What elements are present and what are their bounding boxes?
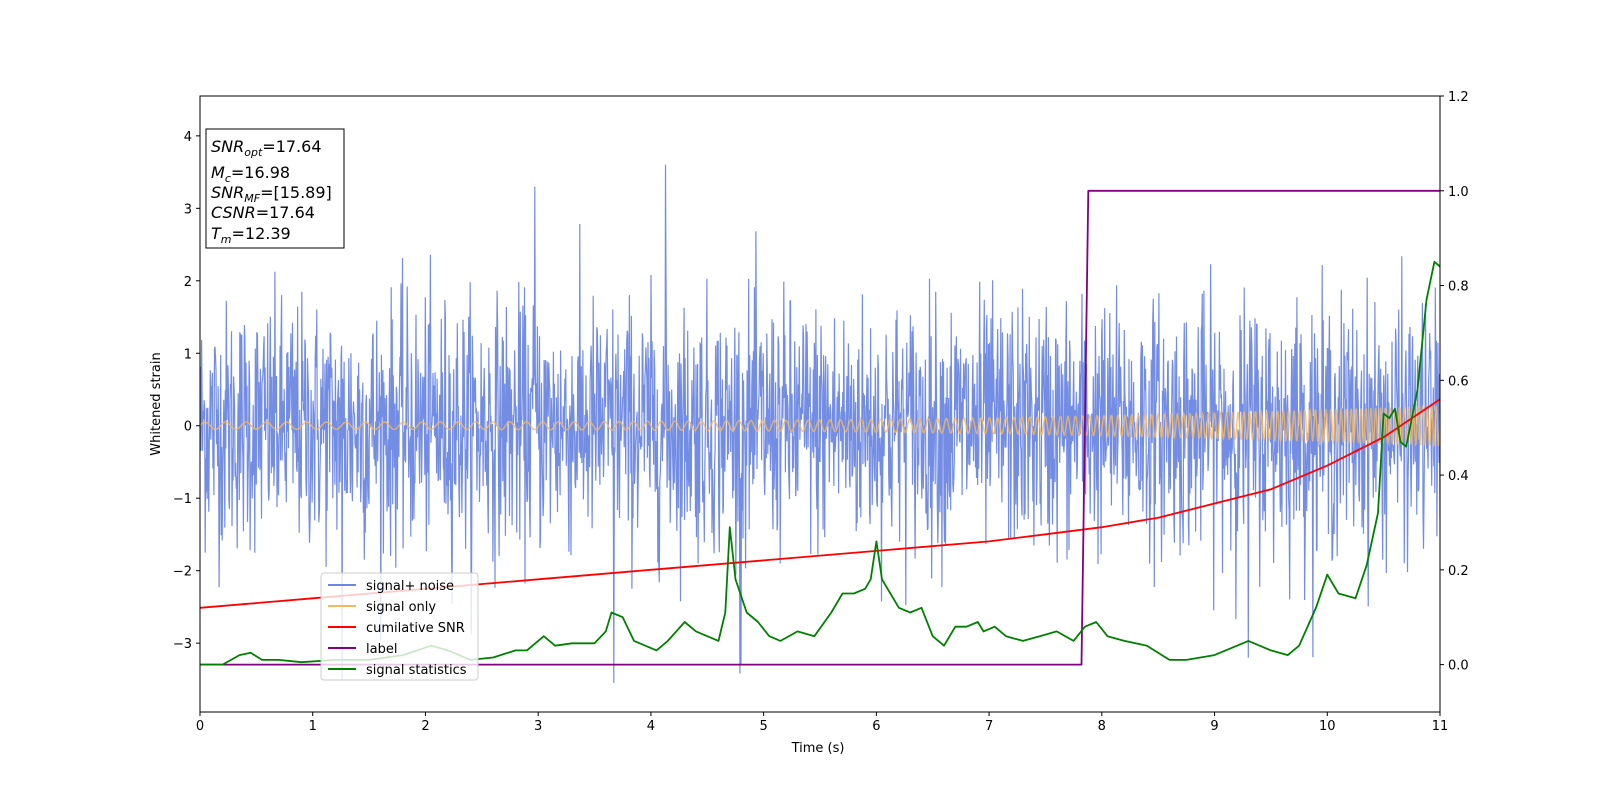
series-signal-statistics-line bbox=[200, 260, 1440, 666]
x-axis: 0 1 2 3 4 5 6 7 8 9 10 11 bbox=[196, 712, 1448, 734]
info-line-snr-mf: SNRMF=[15.89] bbox=[211, 183, 332, 205]
y-left-tick-label: 2 bbox=[184, 275, 192, 290]
info-value: =12.39 bbox=[232, 224, 291, 243]
info-line-csnr: CSNR=17.64 bbox=[211, 203, 315, 222]
legend-frame bbox=[320, 572, 479, 681]
x-tick-label: 8 bbox=[1098, 719, 1106, 734]
info-symbol: T bbox=[211, 224, 222, 243]
legend-label: signal statistics bbox=[366, 663, 467, 678]
info-subscript: opt bbox=[244, 146, 263, 159]
x-tick-label: 10 bbox=[1319, 719, 1336, 734]
x-tick-label: 6 bbox=[872, 719, 880, 734]
y-right-tick-label: 1.2 bbox=[1448, 90, 1469, 105]
series-signal-plus-noise-line bbox=[200, 164, 1440, 684]
series-label-line bbox=[200, 189, 1440, 666]
y-left-tick-label: 3 bbox=[184, 202, 192, 217]
y-right-tick-label: 0.4 bbox=[1448, 469, 1469, 484]
plot-frame bbox=[199, 95, 1441, 713]
info-subscript: m bbox=[221, 233, 232, 246]
info-symbol: M bbox=[211, 163, 225, 182]
y-left-tick-label: 1 bbox=[184, 347, 192, 362]
y-right-tick-label: 1.0 bbox=[1448, 185, 1469, 200]
info-value: =17.64 bbox=[256, 203, 315, 222]
series-cumulative-snr-line bbox=[200, 398, 1440, 609]
legend-label: cumilative SNR bbox=[366, 621, 465, 636]
x-tick-label: 11 bbox=[1432, 719, 1449, 734]
info-symbol: SNR bbox=[211, 137, 244, 156]
info-value: =17.64 bbox=[262, 137, 321, 156]
info-subscript: MF bbox=[244, 192, 260, 205]
info-value: =16.98 bbox=[231, 163, 290, 182]
y-right-tick-label: 0.8 bbox=[1448, 280, 1469, 295]
x-tick-label: 2 bbox=[421, 719, 429, 734]
y-left-tick-label: 0 bbox=[184, 420, 192, 435]
info-line-tm: Tm=12.39 bbox=[211, 224, 291, 246]
series-signal-only-line bbox=[200, 405, 1440, 448]
series-layer bbox=[200, 164, 1440, 684]
y-right-tick-label: 0.2 bbox=[1448, 564, 1469, 579]
info-line-snr-opt: SNRopt=17.64 bbox=[211, 137, 322, 159]
x-tick-label: 7 bbox=[985, 719, 993, 734]
y-right-tick-label: 0.6 bbox=[1448, 374, 1469, 389]
x-tick-label: 1 bbox=[309, 719, 317, 734]
info-box-frame bbox=[205, 128, 345, 249]
y-left-tick-label: −2 bbox=[173, 565, 192, 580]
legend-item: label bbox=[328, 642, 397, 657]
legend: signal+ noise signal only cumilative SNR… bbox=[320, 572, 479, 681]
info-symbol: SNR bbox=[211, 183, 244, 202]
info-line-mc: Mc=16.98 bbox=[211, 163, 290, 185]
y-axis-right: 0.0 0.2 0.4 0.6 0.8 1.0 1.2 bbox=[1440, 90, 1469, 674]
info-box: SNRopt=17.64 Mc=16.98 SNRMF=[15.89] CSNR… bbox=[205, 128, 345, 249]
x-tick-label: 9 bbox=[1210, 719, 1218, 734]
info-value: =[15.89] bbox=[260, 183, 332, 202]
y-axis-label: Whitened strain bbox=[149, 352, 164, 455]
info-symbol: CSNR bbox=[211, 203, 256, 222]
x-axis-label: Time (s) bbox=[791, 741, 845, 756]
y-right-tick-label: 0.0 bbox=[1448, 659, 1469, 674]
legend-label: label bbox=[366, 642, 397, 657]
legend-item: cumilative SNR bbox=[328, 621, 465, 636]
x-tick-label: 0 bbox=[196, 719, 204, 734]
x-tick-label: 4 bbox=[647, 719, 655, 734]
legend-item: signal only bbox=[328, 600, 436, 615]
x-tick-label: 5 bbox=[759, 719, 767, 734]
y-left-tick-label: −1 bbox=[173, 492, 192, 507]
legend-label: signal+ noise bbox=[366, 579, 454, 594]
info-subscript: c bbox=[225, 172, 231, 185]
y-left-tick-label: −3 bbox=[173, 637, 192, 652]
x-tick-label: 3 bbox=[534, 719, 542, 734]
legend-label: signal only bbox=[366, 600, 436, 615]
legend-item: signal statistics bbox=[328, 663, 467, 678]
y-left-tick-label: 4 bbox=[184, 130, 192, 145]
legend-item: signal+ noise bbox=[328, 579, 454, 594]
y-axis-left: −3 −2 −1 0 1 2 3 4 bbox=[173, 130, 200, 652]
